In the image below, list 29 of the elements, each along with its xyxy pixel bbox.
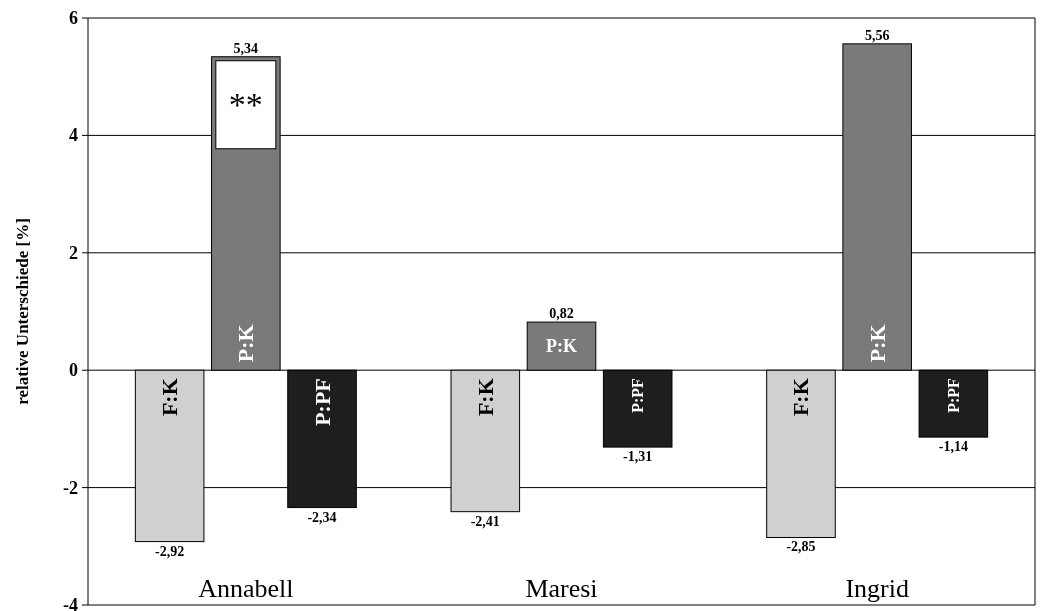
y-tick-label: 6 — [69, 8, 78, 28]
data-label: -2,34 — [307, 509, 337, 525]
text: P:PF — [629, 378, 647, 413]
text: F:K — [788, 378, 814, 417]
y-axis-title: relative Unterschiede [%] — [12, 218, 32, 405]
data-label: 5,56 — [864, 27, 890, 43]
data-label: -1,14 — [938, 439, 968, 455]
data-label: -1,31 — [623, 449, 653, 465]
series-label: P:K — [233, 324, 259, 363]
text: P:PF — [944, 378, 962, 413]
data-label: -2,92 — [155, 543, 185, 559]
series-label: F:K — [157, 378, 183, 417]
annotation: ** — [228, 86, 263, 124]
data-label: 5,34 — [233, 40, 259, 56]
y-tick-label: 4 — [69, 125, 78, 146]
x-tick-label: Maresi — [525, 574, 598, 603]
series-label: P:PF — [309, 378, 335, 426]
data-label: -2,85 — [786, 539, 816, 555]
text: P:K — [546, 336, 577, 357]
data-label: -2,41 — [470, 513, 500, 529]
data-label: 0,82 — [549, 306, 574, 322]
x-tick-label: Ingrid — [845, 574, 909, 603]
y-tick-label: 2 — [69, 242, 78, 263]
y-tick-label: -4 — [63, 595, 78, 611]
text: F:K — [472, 378, 498, 417]
y-tick-label: -2 — [63, 477, 78, 498]
x-tick-label: Annabell — [198, 574, 294, 603]
text: P:K — [864, 324, 890, 363]
y-tick-label: 0 — [69, 360, 78, 381]
